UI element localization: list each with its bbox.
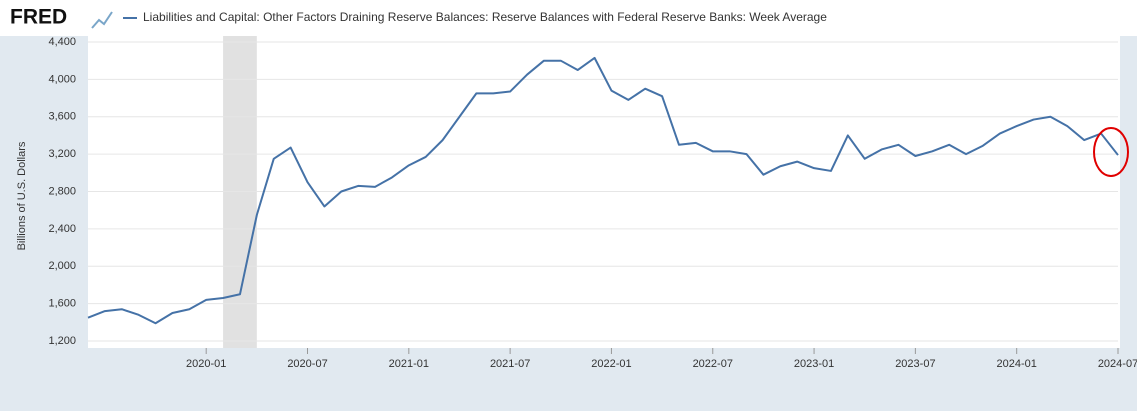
- x-tick-label: 2023-01: [794, 358, 834, 370]
- legend-label: Liabilities and Capital: Other Factors D…: [143, 10, 827, 24]
- annotation-circle: [1093, 127, 1129, 177]
- y-tick-label: 2,400: [48, 223, 76, 235]
- x-tick-label: 2020-01: [186, 358, 226, 370]
- series-line: [87, 56, 1119, 325]
- y-tick-label: 1,200: [48, 335, 76, 347]
- x-tick-label: 2022-01: [591, 358, 631, 370]
- x-tick-label: 2024-07: [1098, 358, 1137, 370]
- x-tick-label: 2023-07: [895, 358, 935, 370]
- logo-icon: [91, 11, 113, 29]
- x-tick-label: 2024-01: [997, 358, 1037, 370]
- x-tick-label: 2022-07: [693, 358, 733, 370]
- y-tick-label: 3,600: [48, 111, 76, 123]
- y-tick-label: 2,000: [48, 260, 76, 272]
- x-tick-label: 2021-07: [490, 358, 530, 370]
- y-tick-label: 3,200: [48, 148, 76, 160]
- logo: FRED: [10, 6, 67, 29]
- x-tick-label: 2020-07: [287, 358, 327, 370]
- y-tick-label: 1,600: [48, 298, 76, 310]
- y-tick-label: 2,800: [48, 185, 76, 197]
- x-tick-label: 2021-01: [389, 358, 429, 370]
- y-tick-label: 4,000: [48, 73, 76, 85]
- y-tick-label: 4,400: [48, 36, 76, 48]
- y-axis-label: Billions of U.S. Dollars: [16, 141, 28, 250]
